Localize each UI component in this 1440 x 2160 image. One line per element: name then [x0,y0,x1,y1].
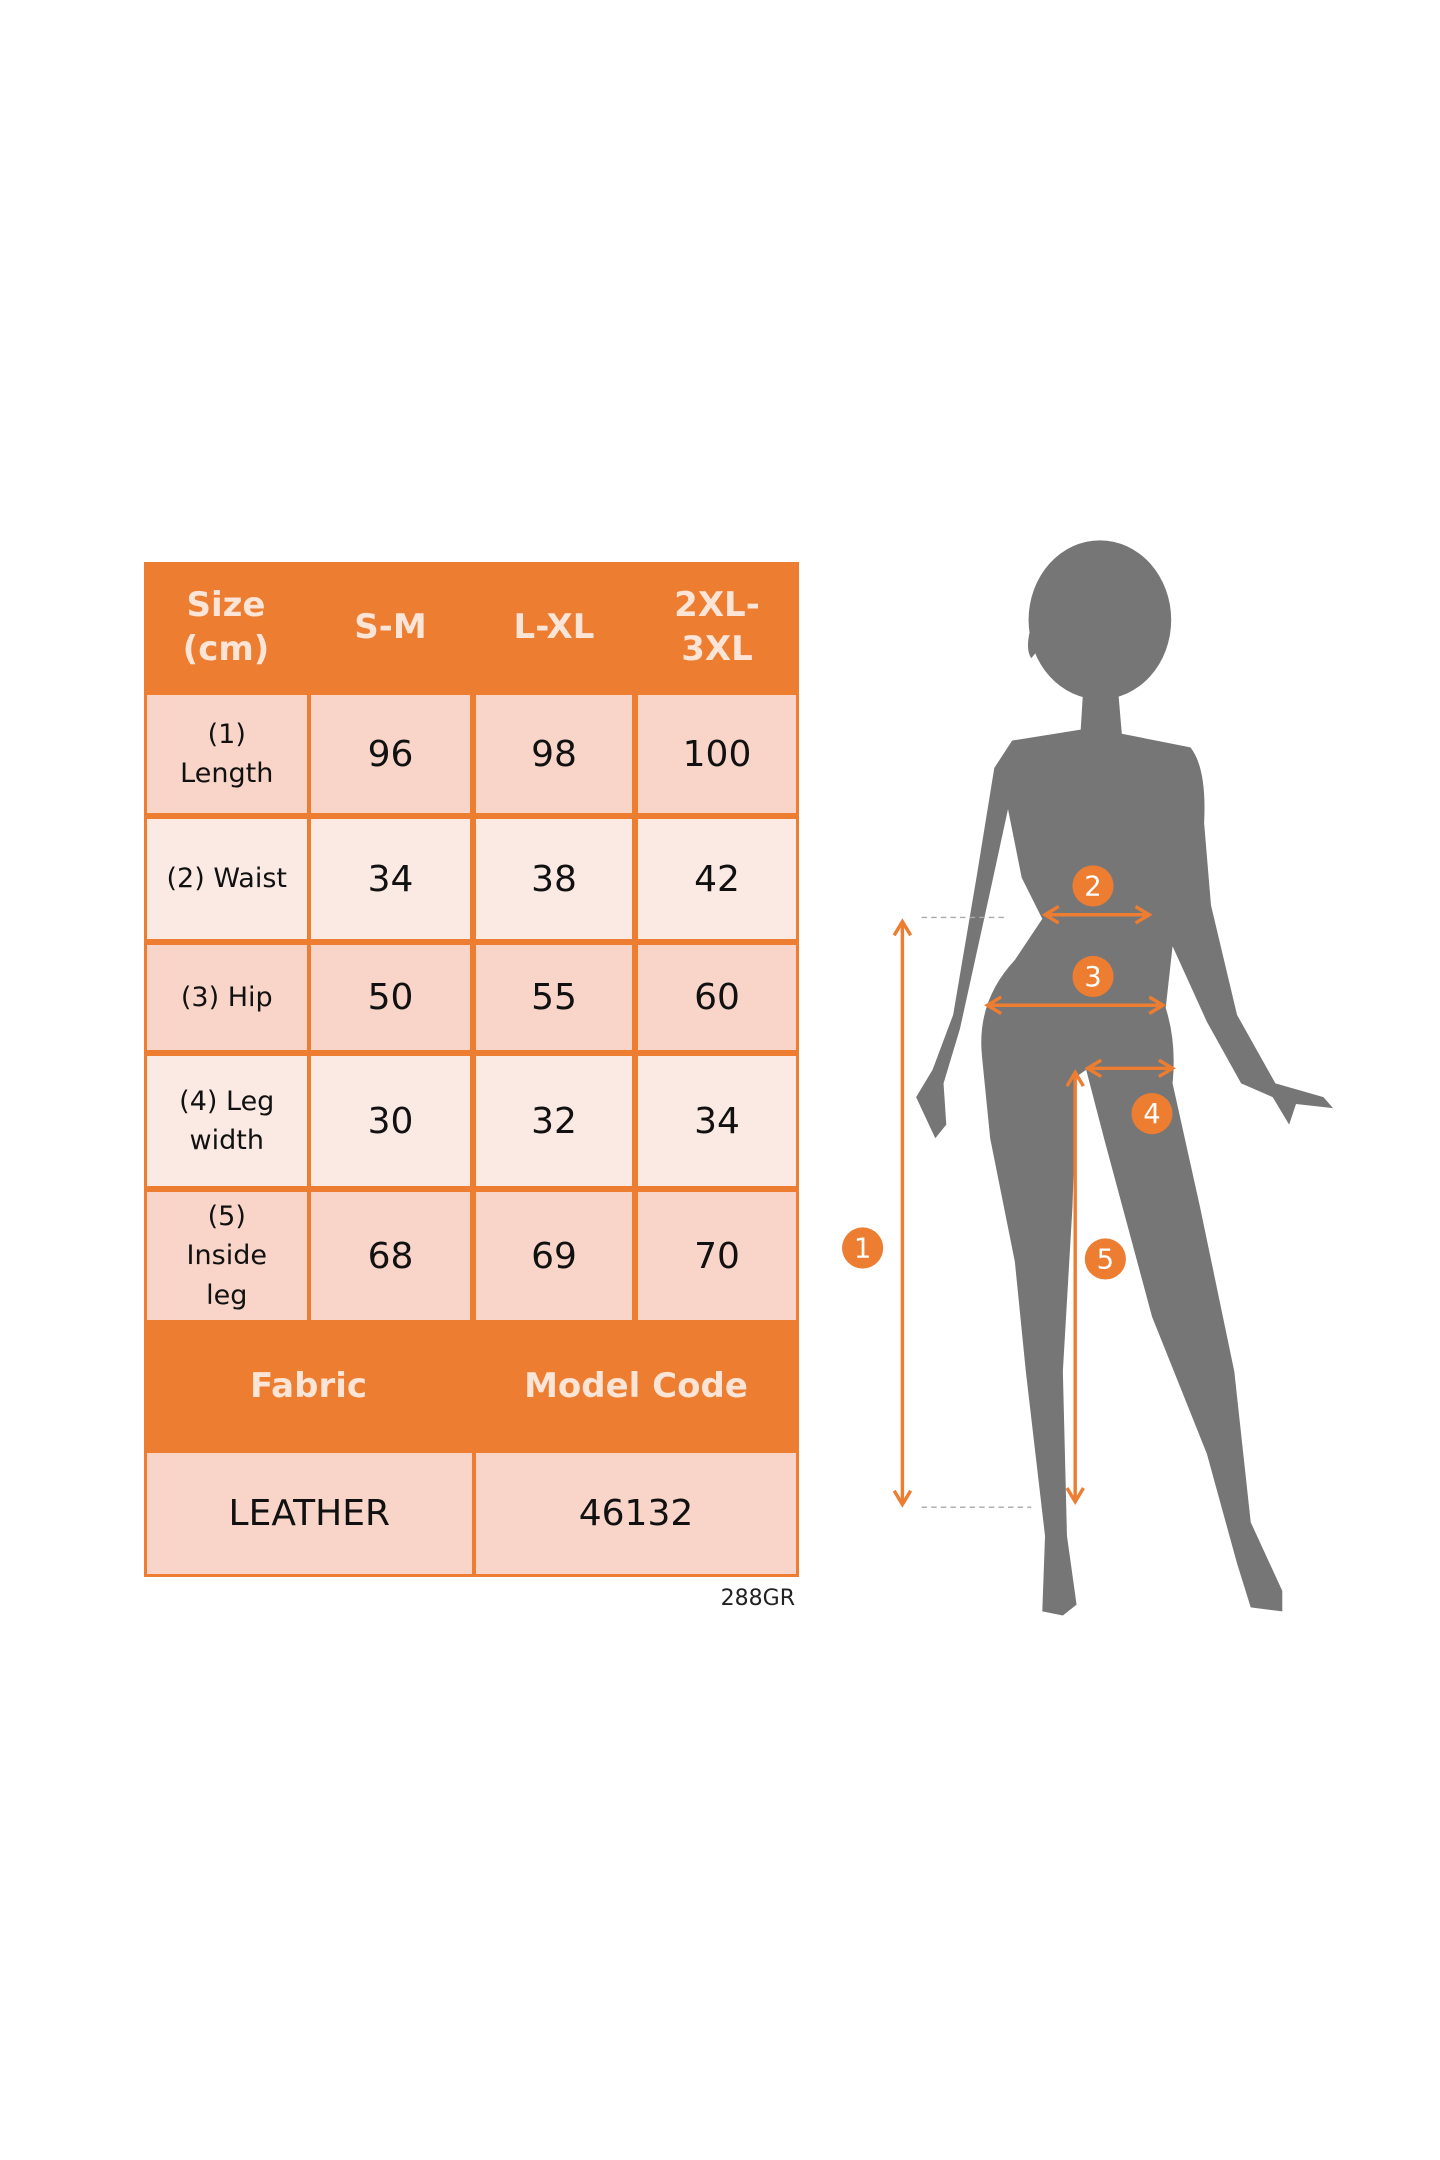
model-code-header: Model Code [524,1366,748,1407]
value-cell: 50 [311,945,470,1050]
value-cell: 30 [311,1056,470,1186]
header-cell: S-M [354,606,427,647]
row-label: (1) Length [147,695,307,813]
marker-4: 4 [1131,1093,1173,1135]
header-cell: Size (cm) [182,584,270,669]
row-label: (4) Leg width [147,1056,307,1186]
row-label: (2) Waist [147,819,307,939]
product-code: 288GR [720,1586,795,1611]
row-label: (5) Inside leg [147,1192,307,1320]
value-cell: 68 [311,1192,470,1320]
value-cell: 98 [476,695,632,813]
value-cell: 69 [476,1192,632,1320]
svg-text:2: 2 [1084,872,1101,903]
woman-silhouette [916,540,1334,1616]
marker-2: 2 [1072,865,1114,907]
size-chart-table: Size (cm) S-M L-XL 2XL- 3XL (1) Length 96 98 10… [144,562,799,1577]
value-cell: 38 [476,819,632,939]
fabric-header: Fabric [249,1366,368,1407]
value-cell: 55 [476,945,632,1050]
marker-5: 5 [1084,1238,1126,1280]
value-cell: 34 [638,1056,796,1186]
measurement-arrows [892,905,1176,1508]
value-cell: 60 [638,945,796,1050]
marker-1: 1 [842,1227,884,1269]
svg-text:5: 5 [1097,1245,1114,1276]
row-label: (3) Hip [147,945,307,1050]
marker-3: 3 [1072,955,1114,998]
model-code-value: 46132 [476,1453,796,1574]
value-cell: 100 [638,695,796,813]
svg-text:4: 4 [1143,1099,1160,1130]
header-cell: L-XL [513,606,595,647]
value-cell: 70 [638,1192,796,1320]
value-cell: 34 [311,819,470,939]
fabric-value: LEATHER [147,1453,472,1574]
value-cell: 32 [476,1056,632,1186]
svg-text:3: 3 [1084,962,1101,993]
value-cell: 96 [311,695,470,813]
header-cell: 2XL- 3XL [674,584,760,669]
svg-text:1: 1 [854,1234,871,1265]
value-cell: 42 [638,819,796,939]
